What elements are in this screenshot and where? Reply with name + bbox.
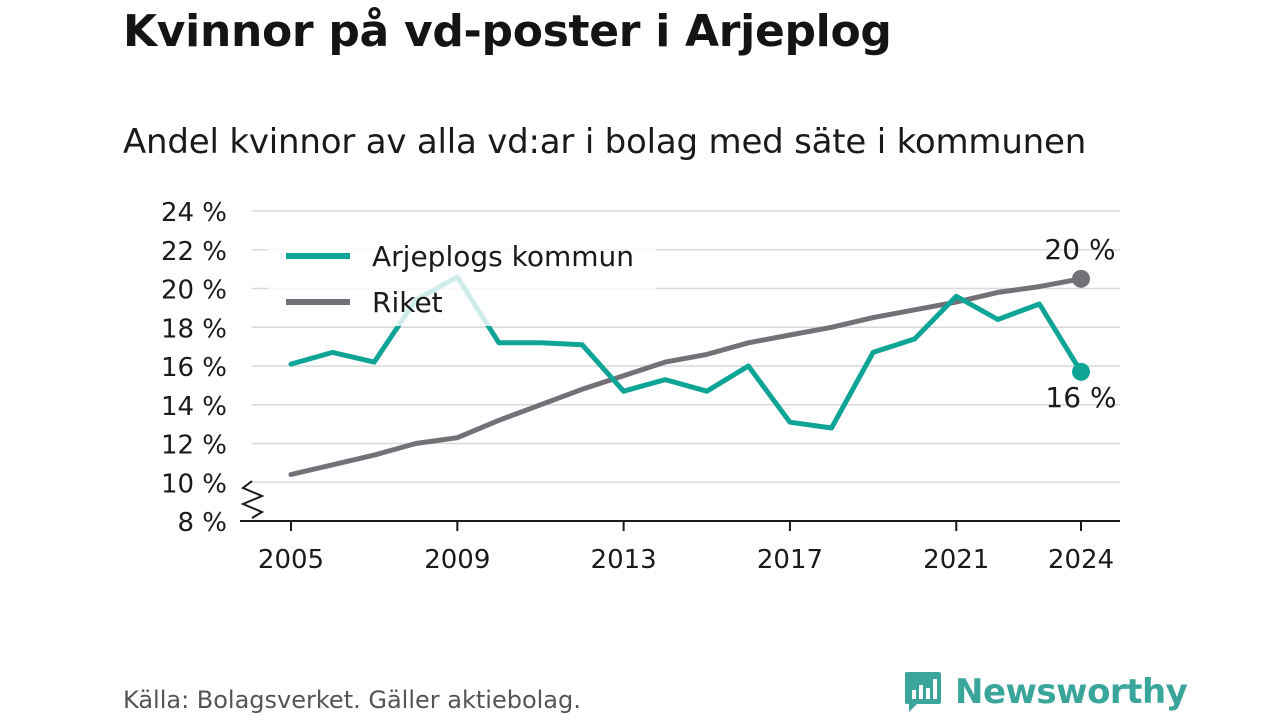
x-tick-label: 2017 (757, 545, 823, 575)
y-tick-label: 16 % (161, 353, 227, 383)
source-note: Källa: Bolagsverket. Gäller aktiebolag. (123, 686, 581, 714)
legend: Arjeplogs kommun Riket (268, 230, 656, 326)
y-tick-label: 14 % (161, 392, 227, 422)
x-tick-label: 2005 (258, 545, 324, 575)
x-tick-label: 2024 (1048, 545, 1114, 575)
y-tick-label: 12 % (161, 431, 227, 461)
y-tick-label: 22 % (161, 237, 227, 267)
end-labels: 20 % 16 % (1044, 233, 1116, 414)
series-end-point (1072, 269, 1090, 288)
y-tick-label: 10 % (161, 469, 227, 499)
legend-label: Arjeplogs kommun (372, 240, 634, 273)
x-tick-label: 2013 (591, 545, 657, 575)
end-label-arjeplog: 16 % (1045, 381, 1116, 414)
newsworthy-logo: Newsworthy (903, 670, 1188, 714)
newsworthy-logo-icon (905, 672, 941, 712)
chart-subtitle: Andel kvinnor av alla vd:ar i bolag med … (123, 122, 1087, 162)
chart-title: Kvinnor på vd-poster i Arjeplog (123, 6, 892, 57)
y-tick-label: 18 % (161, 314, 227, 344)
y-tick-label: 20 % (161, 276, 227, 306)
x-axis: 2005 2009 2013 2017 2021 2024 (240, 480, 1120, 575)
x-tick-label: 2021 (923, 545, 989, 575)
axis-break-icon (240, 480, 265, 519)
brand-name: Newsworthy (955, 672, 1188, 712)
x-tick-label: 2009 (424, 545, 490, 575)
y-tick-label: 24 % (161, 198, 227, 228)
series-end-point (1072, 362, 1090, 381)
y-axis-labels: 8 % 10 % 12 % 14 % 16 % 18 % 20 % 22 % 24 % (161, 198, 227, 538)
end-label-riket: 20 % (1044, 233, 1115, 266)
y-tick-label: 8 % (177, 508, 227, 538)
legend-background (268, 230, 656, 326)
legend-label: Riket (372, 286, 443, 319)
